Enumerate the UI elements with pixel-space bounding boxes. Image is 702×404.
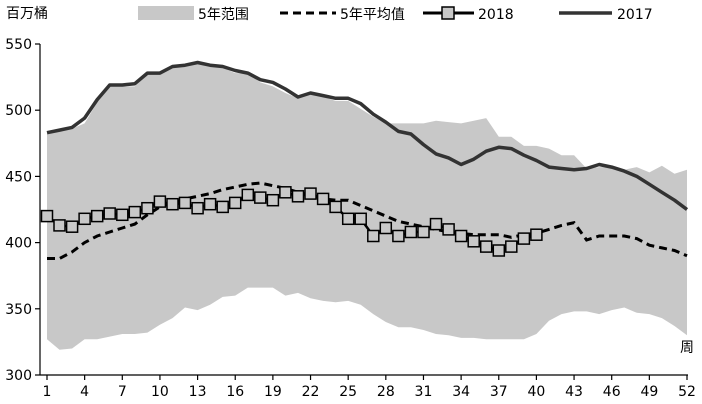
y-tick-label-300: 300 xyxy=(5,368,32,384)
x-tick-label-43: 43 xyxy=(565,384,583,400)
axes: 300 350 400 450 500 550 1 4 7 10 13 16 19 22 25 28 31 34 3… xyxy=(5,37,696,400)
point-2018-week-26 xyxy=(354,212,367,226)
y-tick-label-500: 500 xyxy=(5,103,32,119)
point-2018-week-33 xyxy=(442,223,455,236)
point-2018-week-34 xyxy=(454,229,468,243)
point-2018-week-27 xyxy=(367,229,380,243)
point-2018-week-17 xyxy=(241,188,255,202)
point-2018-week-31 xyxy=(417,225,430,239)
point-2018-week-37 xyxy=(492,244,506,257)
point-2018-week-21 xyxy=(291,190,305,203)
point-2018-week-18 xyxy=(254,191,267,204)
point-2018-week-14 xyxy=(203,197,217,211)
x-tick-label-40: 40 xyxy=(527,384,545,400)
point-2018-week-25 xyxy=(341,212,355,226)
x-tick-label-22: 22 xyxy=(302,384,320,400)
y-tick-label-450: 450 xyxy=(5,169,32,185)
point-2018-week-30 xyxy=(404,225,418,239)
point-2018-week-13 xyxy=(191,201,204,215)
point-2018-week-16 xyxy=(228,196,242,210)
x-tick-label-37: 37 xyxy=(490,384,508,400)
point-2018-week-10 xyxy=(153,195,167,208)
point-2018-week-22 xyxy=(304,187,317,200)
x-tick-label-25: 25 xyxy=(339,384,357,400)
series-line-2017 xyxy=(46,60,689,211)
x-tick-label-19: 19 xyxy=(264,384,282,400)
x-tick-label-52: 52 xyxy=(678,384,696,400)
x-tick-label-7: 7 xyxy=(118,384,127,400)
point-2018-week-5 xyxy=(90,209,104,223)
legend-label-2018: 2018 xyxy=(478,7,514,23)
x-tick-label-4: 4 xyxy=(80,384,89,400)
point-2018-week-19 xyxy=(266,193,280,207)
point-2018-week-40 xyxy=(530,228,543,241)
x-axis-unit-label: 周 xyxy=(680,340,694,356)
point-2018-week-23 xyxy=(316,192,330,206)
x-tick-label-49: 49 xyxy=(640,384,658,400)
point-2018-week-3 xyxy=(65,220,79,233)
x-tick-label-28: 28 xyxy=(377,384,395,400)
x-tick-label-1: 1 xyxy=(43,384,52,400)
point-2018-week-12 xyxy=(178,196,192,210)
point-2018-week-8 xyxy=(128,205,142,219)
point-2018-week-1 xyxy=(40,209,54,223)
point-2018-week-35 xyxy=(467,235,480,248)
point-2018-week-32 xyxy=(429,217,443,231)
legend: 5年范围 5年平均值 2018 2017 xyxy=(138,6,653,23)
legend-marker-2018 xyxy=(441,6,455,20)
point-2018-week-39 xyxy=(517,232,531,245)
point-2018-week-4 xyxy=(78,212,91,226)
legend-swatch-range xyxy=(138,6,194,20)
legend-label-avg: 5年平均值 xyxy=(340,7,405,23)
point-2018-week-9 xyxy=(141,201,154,215)
legend-label-2017: 2017 xyxy=(617,7,653,23)
point-2018-week-20 xyxy=(279,186,292,199)
point-2018-week-24 xyxy=(329,200,342,214)
x-tick-label-13: 13 xyxy=(189,384,207,400)
point-2018-week-29 xyxy=(392,229,405,243)
x-tick-label-10: 10 xyxy=(151,384,169,400)
point-2018-week-7 xyxy=(116,208,129,222)
y-tick-label-350: 350 xyxy=(5,302,32,318)
legend-label-range: 5年范围 xyxy=(198,6,249,23)
x-tick-label-46: 46 xyxy=(603,384,621,400)
x-tick-label-34: 34 xyxy=(452,384,470,400)
point-2018-week-36 xyxy=(479,240,493,253)
plot-area xyxy=(40,60,689,350)
point-2018-week-28 xyxy=(379,221,393,235)
point-2018-week-11 xyxy=(166,197,179,211)
y-tick-label-550: 550 xyxy=(5,37,32,53)
x-tick-label-31: 31 xyxy=(415,384,433,400)
point-2018-week-38 xyxy=(505,240,518,253)
y-tick-label-400: 400 xyxy=(5,236,32,252)
point-2018-week-6 xyxy=(103,207,116,220)
x-tick-label-16: 16 xyxy=(226,384,244,400)
point-2018-week-2 xyxy=(53,219,66,232)
y-axis-unit-label: 百万桶 xyxy=(6,6,48,22)
point-2018-week-15 xyxy=(216,200,229,214)
